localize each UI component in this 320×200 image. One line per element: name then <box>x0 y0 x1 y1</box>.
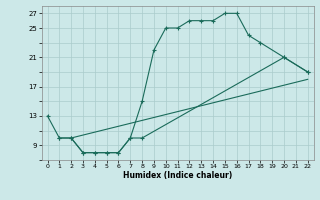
X-axis label: Humidex (Indice chaleur): Humidex (Indice chaleur) <box>123 171 232 180</box>
